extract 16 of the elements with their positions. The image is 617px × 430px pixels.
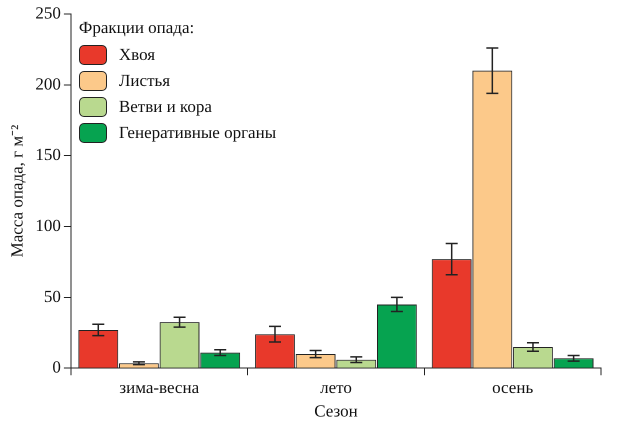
legend-label: Генеративные органы [118, 123, 276, 143]
y-tick-label: 250 [35, 3, 61, 22]
y-tick-label: 200 [35, 74, 61, 94]
y-tick-label: 0 [52, 358, 61, 377]
x-tick-label: зима-весна [119, 378, 200, 397]
legend-label: Ветви и кора [118, 97, 212, 117]
y-tick-label: 100 [35, 216, 61, 235]
x-axis-title: Сезон [314, 401, 358, 420]
legend-label: Листья [118, 71, 170, 91]
x-tick-label: осень [492, 378, 534, 397]
y-tick-label: 50 [44, 286, 61, 306]
y-axis-title: Масса опада, г м⁻² [8, 124, 27, 258]
y-tick-label: 150 [35, 145, 61, 164]
x-tick-label: лето [320, 378, 352, 397]
legend-label: Хвоя [118, 45, 156, 65]
legend-title: Фракции опада: [78, 18, 196, 38]
